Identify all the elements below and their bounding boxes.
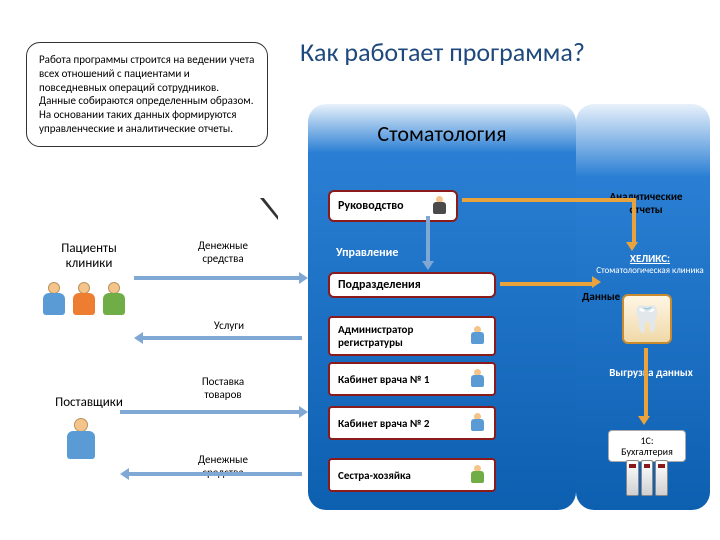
main-panel: Стоматология xyxy=(308,104,576,510)
management-header-text: Руководство xyxy=(338,199,404,213)
arrow-goods-in xyxy=(120,410,300,414)
patients-icons xyxy=(40,282,128,318)
arrow-export-head xyxy=(638,416,650,425)
person-icon xyxy=(470,465,486,485)
helix-title: ХЕЛИКС: xyxy=(600,252,700,265)
suppliers-label: Поставщики xyxy=(44,396,134,411)
arrow-data-head xyxy=(592,276,601,288)
box-doctor1: Кабинет врача № 1 xyxy=(328,362,496,396)
person-icon xyxy=(470,369,486,389)
bubble-tail xyxy=(260,198,278,220)
reports-label: Аналитические отчеты xyxy=(596,190,696,216)
description-bubble: Работа программы строится на ведении уче… xyxy=(26,42,268,147)
box-doctor1-text: Кабинет врача № 1 xyxy=(338,373,464,386)
divisions-header-text: Подразделения xyxy=(338,278,421,292)
description-text: Работа программы строится на ведении уче… xyxy=(39,53,254,135)
box-nurse: Сестра-хозяйка xyxy=(328,458,496,492)
data-label: Данные xyxy=(582,290,620,303)
person-icon xyxy=(470,326,486,346)
flow-money-1: Денежные средства xyxy=(188,240,258,265)
helix-sub: Стоматологическая клиника xyxy=(594,266,706,277)
patients-label: Пациенты клиники xyxy=(44,242,134,272)
flow-goods: Поставка товаров xyxy=(188,376,258,401)
box-doctor2: Кабинет врача № 2 xyxy=(328,406,496,440)
arrow-export xyxy=(644,348,648,418)
box-nurse-text: Сестра-хозяйка xyxy=(338,469,464,482)
onec-box: 1С: Бухгалтерия xyxy=(608,430,686,462)
suppliers-icons xyxy=(64,418,98,462)
panel-title: Стоматология xyxy=(318,120,566,147)
arrow-money-out xyxy=(128,472,302,476)
box-admin: Администратор регистратуры xyxy=(328,316,496,356)
arrow-mgmt-down xyxy=(426,216,430,262)
person-icon xyxy=(470,413,486,433)
arrow-reports-2 xyxy=(632,198,636,244)
page-title: Как работает программа? xyxy=(300,36,585,68)
export-label: Выгрузка данных xyxy=(606,366,696,379)
binder-icon xyxy=(626,460,668,496)
flow-services: Услуги xyxy=(204,320,254,333)
arrow-reports-head xyxy=(626,242,638,251)
arrow-reports-1 xyxy=(462,198,632,202)
box-admin-text: Администратор регистратуры xyxy=(338,323,464,349)
arrow-services-out xyxy=(142,336,302,340)
management-label: Управление xyxy=(336,246,398,260)
arrow-money-in xyxy=(134,276,300,280)
manager-icon xyxy=(432,196,448,216)
divisions-header: Подразделения xyxy=(328,272,496,298)
management-header: Руководство xyxy=(328,190,458,222)
tooth-icon: 🦷 xyxy=(622,294,672,344)
arrow-data xyxy=(500,282,594,286)
box-doctor2-text: Кабинет врача № 2 xyxy=(338,417,464,430)
